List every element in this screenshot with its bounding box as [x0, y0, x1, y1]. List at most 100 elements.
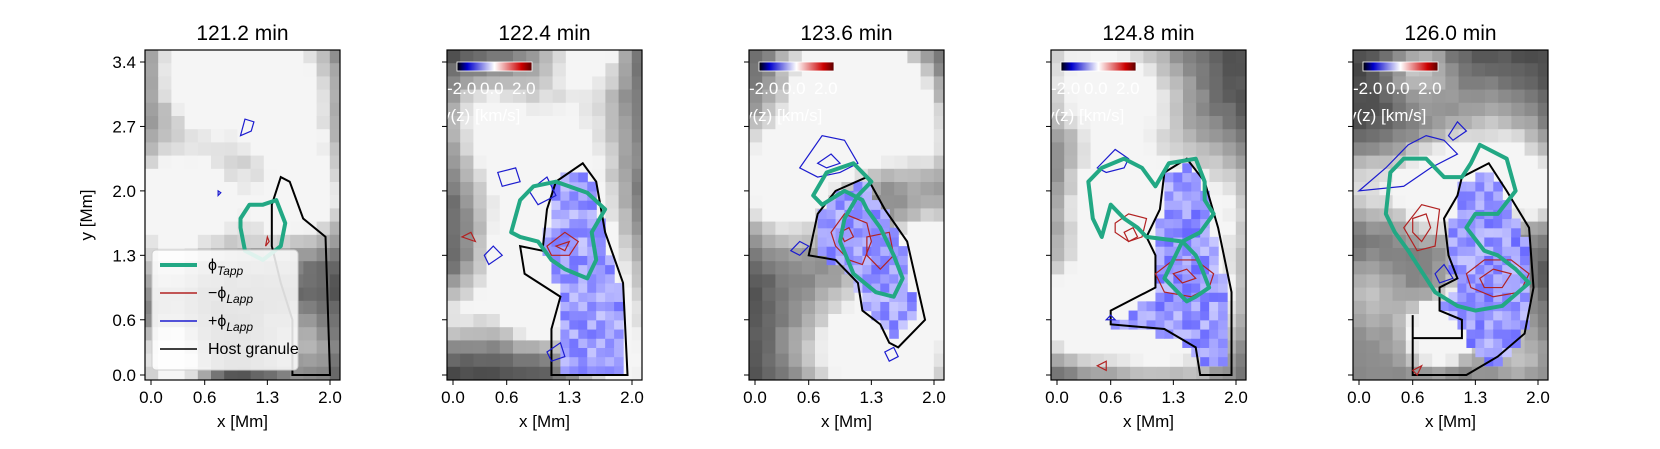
intensity-pixel — [460, 182, 474, 196]
intensity-pixel — [1183, 63, 1197, 77]
intensity-pixel — [605, 208, 620, 223]
legend-label: +ϕLapp — [208, 313, 253, 334]
velocity-pixel — [569, 236, 579, 247]
intensity-pixel — [749, 76, 763, 91]
velocity-pixel — [551, 218, 561, 229]
velocity-pixel — [1191, 200, 1201, 210]
intensity-pixel — [618, 261, 633, 275]
intensity-pixel — [263, 221, 278, 236]
intensity-pixel — [290, 155, 304, 170]
intensity-pixel — [1143, 129, 1158, 143]
intensity-pixel — [1379, 76, 1394, 91]
plus-lapp-contour — [239, 118, 255, 137]
intensity-pixel — [1235, 208, 1246, 223]
intensity-pixel — [447, 76, 461, 91]
intensity-pixel — [1524, 353, 1539, 368]
intensity-pixel — [1064, 234, 1078, 249]
intensity-pixel — [158, 182, 172, 196]
intensity-pixel — [631, 261, 642, 275]
intensity-pixel — [460, 208, 474, 223]
intensity-pixel — [1090, 327, 1105, 341]
intensity-pixel — [1235, 182, 1246, 196]
panel-title: 121.2 min — [196, 22, 288, 45]
intensity-pixel — [1353, 76, 1367, 91]
intensity-pixel — [145, 129, 159, 143]
intensity-pixel — [1524, 168, 1539, 183]
intensity-pixel — [894, 155, 908, 170]
velocity-pixel — [1457, 273, 1467, 284]
intensity-pixel — [263, 155, 278, 170]
velocity-pixel — [1182, 236, 1192, 247]
intensity-pixel — [1379, 287, 1394, 302]
axes-frame — [1352, 49, 1549, 381]
intensity-pixel — [1143, 327, 1158, 341]
velocity-pixel — [1137, 319, 1148, 330]
intensity-pixel — [513, 327, 527, 341]
minus-lapp-contour — [1412, 213, 1432, 243]
intensity-pixel — [552, 89, 567, 104]
minus-lapp-contour — [460, 231, 477, 243]
intensity-pixel — [290, 129, 304, 143]
intensity-pixel — [250, 234, 265, 249]
intensity-pixel — [303, 142, 318, 157]
intensity-pixel — [1169, 50, 1184, 64]
x-tick-label: 1.3 — [1162, 388, 1186, 407]
intensity-pixel — [473, 353, 488, 368]
intensity-pixel — [1419, 353, 1433, 368]
intensity-pixel — [460, 261, 474, 275]
velocity-pixel — [862, 209, 872, 220]
velocity-pixel — [587, 310, 597, 321]
intensity-pixel — [867, 142, 882, 157]
intensity-pixel — [158, 76, 172, 91]
intensity-pixel — [788, 274, 803, 289]
intensity-pixel — [460, 248, 474, 262]
intensity-pixel — [1130, 168, 1144, 183]
intensity-pixel — [894, 195, 908, 209]
panel-title: 122.4 min — [498, 22, 590, 45]
velocity-pixel — [1457, 200, 1467, 210]
intensity-pixel — [1366, 261, 1380, 275]
intensity-pixel — [592, 129, 606, 143]
intensity-pixel — [237, 102, 252, 117]
intensity-pixel — [171, 50, 186, 64]
intensity-pixel — [486, 155, 501, 170]
plus-lapp-contour — [789, 240, 810, 257]
intensity-pixel — [1405, 116, 1420, 130]
intensity-pixel — [1524, 340, 1539, 355]
intensity-pixel — [1103, 287, 1118, 302]
intensity-pixel — [605, 195, 620, 209]
plus-lapp-contour — [883, 346, 899, 363]
x-tick-label: 2.0 — [922, 388, 946, 407]
velocity-pixel — [1493, 264, 1503, 275]
intensity-pixel — [1235, 287, 1246, 302]
intensity-pixel — [881, 116, 895, 130]
velocity-pixel — [871, 200, 881, 210]
intensity-pixel — [184, 63, 199, 77]
intensity-pixel — [224, 50, 238, 64]
velocity-pixel — [587, 246, 597, 256]
intensity-pixel — [1117, 248, 1131, 262]
intensity-pixel — [1064, 116, 1078, 130]
intensity-pixel — [1432, 142, 1446, 157]
velocity-pixel — [853, 209, 863, 220]
velocity-pixel — [853, 218, 863, 229]
intensity-pixel — [815, 116, 829, 130]
intensity-pixel — [1511, 353, 1526, 368]
velocity-pixel — [1493, 181, 1503, 192]
velocity-pixel — [587, 255, 597, 266]
intensity-pixel — [526, 221, 540, 236]
intensity-pixel — [184, 234, 199, 249]
velocity-pixel — [1484, 227, 1494, 238]
intensity-pixel — [460, 102, 474, 117]
intensity-pixel — [224, 208, 238, 223]
intensity-pixel — [329, 261, 340, 275]
intensity-pixel — [1090, 195, 1105, 209]
intensity-pixel — [211, 221, 225, 236]
intensity-pixel — [841, 327, 856, 341]
velocity-pixel — [578, 347, 588, 358]
intensity-pixel — [158, 221, 172, 236]
intensity-pixel — [171, 129, 186, 143]
x-tick-label: 0.0 — [1045, 388, 1069, 407]
velocity-pixel — [1484, 190, 1494, 201]
intensity-pixel — [841, 353, 856, 368]
